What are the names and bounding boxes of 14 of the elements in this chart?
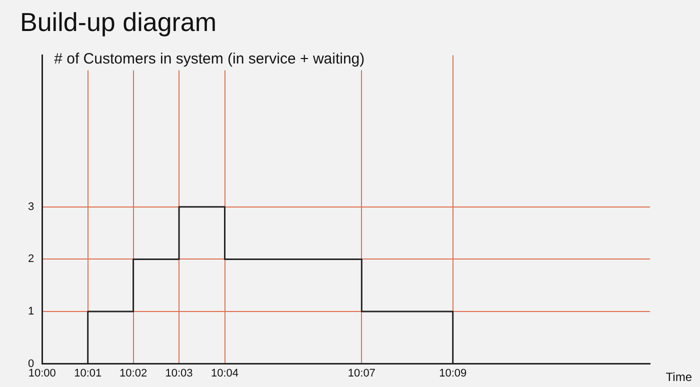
x-tick-label: 10:04: [210, 367, 239, 380]
y-axis-title: # of Customers in system (in service + waiting): [54, 50, 365, 68]
x-tick-label: 10:09: [439, 367, 467, 380]
x-tick-label: 10:07: [348, 367, 376, 380]
x-tick-label: 10:00: [28, 367, 56, 380]
x-axis-title: Time: [666, 370, 692, 384]
y-tick-label: 0: [28, 358, 34, 370]
y-tick-label: 3: [28, 200, 34, 213]
chart-title: Build-up diagram: [20, 6, 217, 37]
x-tick-label: 10:03: [165, 367, 193, 380]
x-tick-label: 10:01: [74, 367, 102, 380]
y-tick-label: 2: [28, 253, 34, 266]
y-tick-label: 1: [28, 306, 34, 318]
x-tick-label: 10:02: [120, 367, 148, 380]
